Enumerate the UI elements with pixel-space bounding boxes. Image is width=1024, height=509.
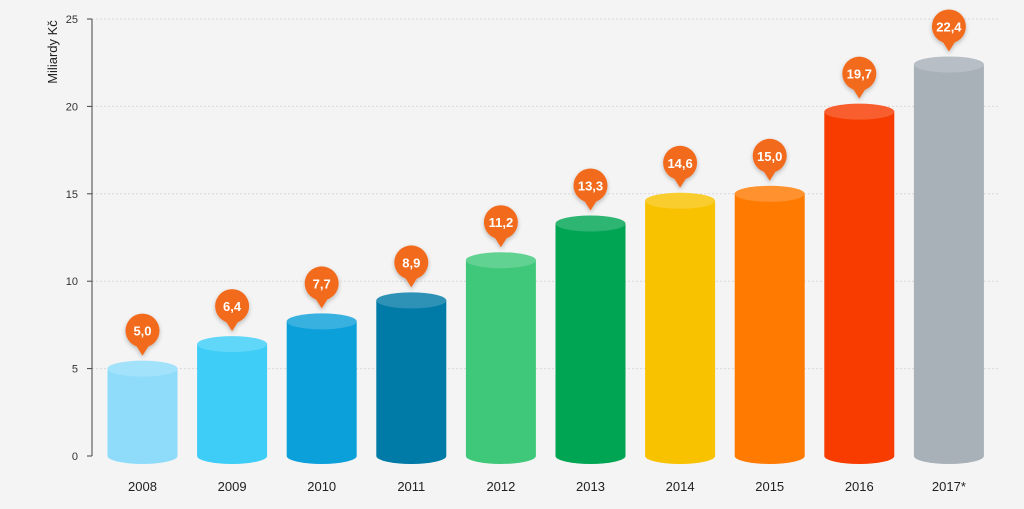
bubble-circle <box>125 313 160 348</box>
bubble-circle <box>483 205 518 240</box>
bar <box>376 292 447 464</box>
value-label: 13,3 <box>578 179 603 194</box>
value-label-bubble <box>573 168 608 211</box>
bar-body <box>645 200 716 465</box>
value-label-bubble <box>215 289 250 332</box>
bubble-pointer <box>404 276 419 288</box>
bar-top <box>913 56 984 73</box>
y-tick-label: 20 <box>66 101 78 113</box>
value-label-bubble <box>842 56 877 99</box>
bar-top <box>376 292 447 309</box>
y-tick-label: 15 <box>66 189 78 201</box>
bar-top <box>734 185 805 202</box>
bar <box>824 103 895 465</box>
bar <box>197 336 268 464</box>
bar-top <box>286 313 357 330</box>
bar-body <box>465 260 536 464</box>
bars <box>107 56 984 465</box>
value-label-bubble <box>125 313 160 356</box>
bar <box>465 252 536 464</box>
bubble-pointer <box>673 176 688 188</box>
x-tick-label: 2009 <box>218 479 247 494</box>
bar-body <box>107 368 178 464</box>
bar-body <box>555 223 626 464</box>
bar-top <box>824 103 895 120</box>
x-tick-label: 2012 <box>486 479 515 494</box>
x-tick-label: 2008 <box>128 479 157 494</box>
y-axis: 0 5 10 15 20 25 <box>66 14 93 463</box>
bubble-circle <box>842 56 877 91</box>
x-tick-label: 2016 <box>845 479 874 494</box>
value-label: 19,7 <box>847 67 872 82</box>
x-tick-label: 2010 <box>307 479 336 494</box>
bubble-pointer <box>941 40 956 52</box>
value-label: 11,2 <box>489 215 514 230</box>
bubble-pointer <box>762 169 777 181</box>
bubble-pointer <box>493 236 508 248</box>
bar <box>734 185 805 465</box>
bar-body <box>734 193 805 465</box>
bar-top <box>465 252 536 269</box>
y-axis-title: Miliardy Kč <box>45 20 60 84</box>
bar <box>913 56 984 464</box>
bubble-pointer <box>583 199 598 211</box>
category-labels: 2008 2009 2010 2011 2012 2013 2014 2015 2016 2017… <box>128 479 966 494</box>
x-tick-label: 2014 <box>666 479 695 494</box>
x-tick-label: 2013 <box>576 479 605 494</box>
x-tick-label: 2015 <box>755 479 784 494</box>
y-tick-label: 25 <box>66 14 78 26</box>
bubble-circle <box>573 168 608 203</box>
bubble-circle <box>304 266 339 301</box>
value-label: 14,6 <box>667 156 692 171</box>
bubble-circle <box>215 289 250 324</box>
value-labels: 5,0 6,4 7,7 8,9 11,2 13,3 14,6 15,0 19,7 22,4 <box>125 9 966 356</box>
value-label-bubble <box>304 266 339 309</box>
bar-body <box>913 64 984 464</box>
bar <box>645 192 716 465</box>
bubble-circle <box>394 245 429 280</box>
value-label: 7,7 <box>313 276 331 291</box>
bubble-pointer <box>852 87 867 99</box>
bubble-pointer <box>135 344 150 356</box>
y-tick-label: 0 <box>72 451 78 463</box>
bar-body <box>824 111 895 465</box>
y-tick-label: 10 <box>66 276 78 288</box>
bar <box>555 215 626 464</box>
bubble-pointer <box>225 320 240 332</box>
value-label-bubble <box>394 245 429 288</box>
value-label-bubble <box>663 145 698 188</box>
bar <box>286 313 357 464</box>
value-label-bubble <box>752 138 787 181</box>
x-tick-label: 2011 <box>397 479 425 494</box>
bar-body <box>197 344 268 464</box>
value-label-bubble <box>931 9 966 52</box>
bar-body <box>286 321 357 464</box>
bubble-pointer <box>314 297 329 309</box>
bar-top <box>107 360 178 377</box>
value-label: 22,4 <box>936 19 962 34</box>
value-label-bubble <box>483 205 518 248</box>
bubble-circle <box>663 145 698 180</box>
bar-top <box>197 336 268 353</box>
bubble-circle <box>752 138 787 173</box>
bar-top <box>645 192 716 209</box>
bar-body <box>376 300 447 464</box>
y-tick-label: 5 <box>72 364 78 376</box>
bubble-circle <box>931 9 966 44</box>
value-label: 5,0 <box>133 324 151 339</box>
value-label: 8,9 <box>402 255 420 270</box>
bar-top <box>555 215 626 232</box>
value-label: 6,4 <box>223 299 242 314</box>
value-label: 15,0 <box>757 149 782 164</box>
bar <box>107 360 178 464</box>
x-tick-label: 2017* <box>932 479 966 494</box>
